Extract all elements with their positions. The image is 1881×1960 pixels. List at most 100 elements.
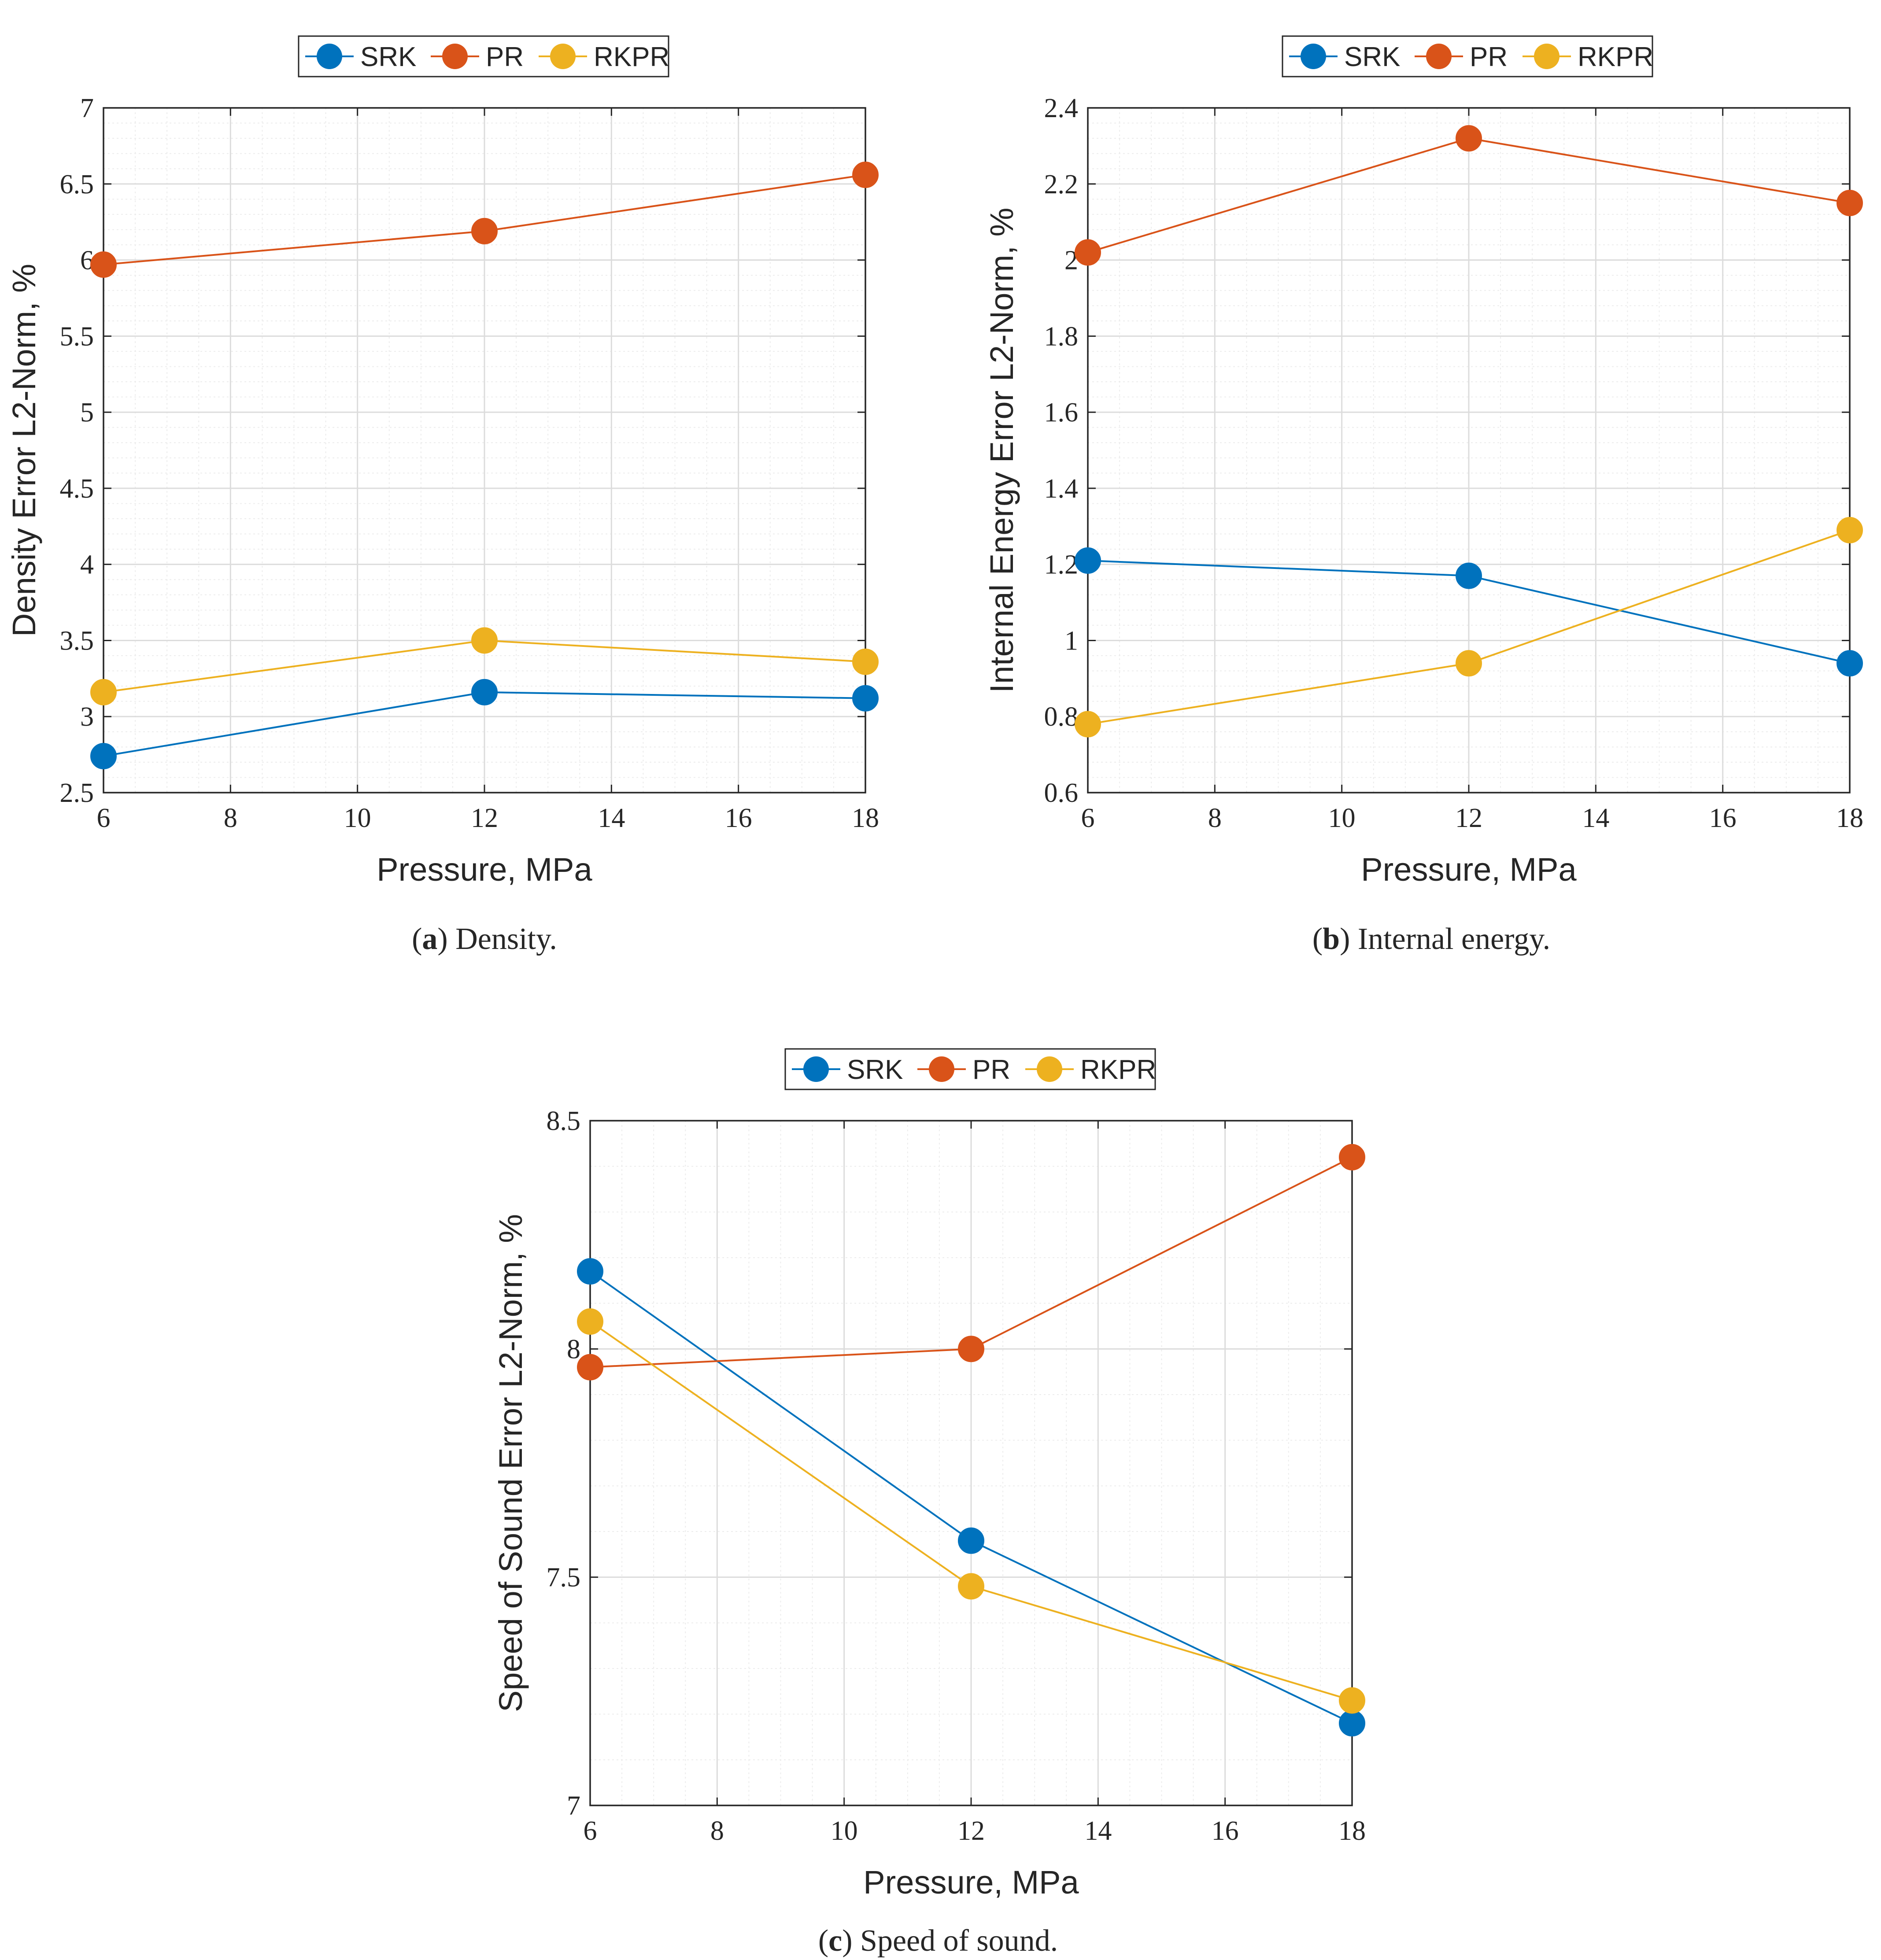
legend: SRK PR RKPR: [298, 35, 669, 78]
legend-swatch-marker: [1534, 44, 1559, 69]
data-point-srk: [471, 679, 498, 705]
y-tick-label: 5.5: [60, 321, 94, 351]
legend-swatch-marker: [803, 1056, 829, 1082]
legend-swatch-marker: [1301, 44, 1326, 69]
legend-label-srk: SRK: [360, 42, 416, 72]
data-point-rkpr: [471, 627, 498, 654]
y-tick-label: 7: [567, 1791, 580, 1821]
y-tick-label: 1.4: [1044, 474, 1079, 504]
y-tick-label: 2.2: [1044, 170, 1079, 199]
data-point-pr: [90, 251, 117, 278]
legend: SRK PR RKPR: [784, 1048, 1156, 1090]
y-tick-label: 7: [80, 93, 94, 123]
data-point-srk: [577, 1258, 603, 1285]
y-tick-label: 8.5: [547, 1106, 581, 1136]
ticks: [589, 1120, 1353, 1806]
y-axis-label: Internal Energy Error L2-Norm, %: [983, 207, 1020, 693]
caption-text: Density.: [448, 922, 557, 956]
legend-label-srk: SRK: [1344, 42, 1400, 72]
caption: (a) Density.: [412, 922, 557, 956]
x-tick-label: 16: [1212, 1816, 1239, 1846]
y-tick-label: 4: [80, 550, 94, 580]
data-point-pr: [1075, 239, 1101, 266]
legend-label-srk: SRK: [847, 1055, 903, 1085]
data-point-srk: [1837, 650, 1863, 677]
caption-letter: b: [1323, 922, 1340, 956]
caption-close-paren: ): [842, 1924, 852, 1958]
data-point-rkpr: [1837, 517, 1863, 543]
legend-swatch-marker: [442, 44, 468, 69]
x-tick-label: 18: [852, 803, 879, 833]
caption-open-paren: (: [1312, 922, 1323, 956]
x-tick-label: 8: [1208, 803, 1222, 833]
caption-letter: c: [828, 1924, 842, 1958]
caption: (c) Speed of sound.: [818, 1924, 1058, 1958]
caption-close-paren: ): [437, 922, 447, 956]
x-axis-label: Pressure, MPa: [1361, 851, 1577, 888]
data-point-pr: [852, 162, 879, 188]
legend-label-rkpr: RKPR: [594, 42, 669, 72]
legend-label-rkpr: RKPR: [1080, 1055, 1156, 1085]
data-point-pr: [958, 1336, 984, 1362]
data-point-srk: [1339, 1710, 1365, 1737]
legend-label-pr: PR: [1470, 42, 1508, 72]
x-axis-label: Pressure, MPa: [377, 851, 592, 888]
x-tick-label: 12: [471, 803, 498, 833]
legend-swatch-marker: [317, 44, 342, 69]
x-tick-label: 8: [710, 1816, 724, 1846]
y-tick-label: 0.6: [1044, 778, 1079, 808]
y-tick-label: 4.5: [60, 474, 94, 504]
caption-close-paren: ): [1340, 922, 1350, 956]
x-tick-label: 10: [344, 803, 371, 833]
legend-label-pr: PR: [486, 42, 524, 72]
data-point-srk: [1075, 547, 1101, 574]
x-tick-label: 16: [1709, 803, 1737, 833]
chart-panel-b: 6 8 10 12 14 16 180.60.811.21.41.61.822.22.4Pr…: [983, 35, 1863, 956]
x-tick-label: 6: [1081, 803, 1095, 833]
legend-label-pr: PR: [972, 1055, 1010, 1085]
x-tick-label: 14: [1582, 803, 1609, 833]
y-tick-label: 8: [567, 1334, 580, 1364]
x-tick-label: 12: [957, 1816, 985, 1846]
legend-swatch-marker: [929, 1056, 954, 1082]
caption-open-paren: (: [818, 1924, 828, 1958]
y-tick-label: 2.5: [60, 778, 94, 808]
data-point-rkpr: [1339, 1687, 1365, 1714]
y-tick-label: 1: [1064, 626, 1078, 656]
legend-label-rkpr: RKPR: [1578, 42, 1653, 72]
caption-letter: a: [422, 922, 437, 956]
x-tick-label: 14: [1084, 1816, 1112, 1846]
y-tick-label: 3: [80, 702, 94, 732]
legend-box: [1282, 35, 1653, 78]
data-point-rkpr: [577, 1308, 603, 1335]
x-tick-label: 18: [1836, 803, 1863, 833]
data-point-srk: [1456, 562, 1482, 589]
data-point-srk: [958, 1527, 984, 1554]
x-tick-label: 8: [224, 803, 237, 833]
caption: (b) Internal energy.: [1312, 922, 1550, 956]
x-tick-label: 10: [831, 1816, 858, 1846]
legend-swatch-marker: [550, 44, 576, 69]
data-point-pr: [577, 1354, 603, 1380]
caption-open-paren: (: [412, 922, 422, 956]
data-point-srk: [852, 685, 879, 712]
y-tick-label: 5: [80, 398, 94, 428]
y-tick-label: 7.5: [547, 1563, 581, 1593]
data-point-rkpr: [1075, 711, 1101, 738]
legend-box: [784, 1048, 1156, 1090]
data-point-rkpr: [1456, 650, 1482, 677]
y-tick-label: 2.4: [1044, 93, 1079, 123]
x-tick-label: 6: [97, 803, 111, 833]
y-tick-label: 6.5: [60, 170, 94, 199]
x-tick-label: 12: [1455, 803, 1482, 833]
data-point-rkpr: [90, 679, 117, 705]
y-tick-label: 1.6: [1044, 398, 1079, 428]
y-axis-label: Speed of Sound Error L2-Norm, %: [492, 1214, 529, 1712]
ticks: [103, 107, 866, 794]
chart-panel-c: 6 8 10 12 14 16 18 7 7.5 8 8.5 Pressure, MPa Speed o…: [492, 1048, 1366, 1958]
x-tick-label: 10: [1328, 803, 1356, 833]
y-tick-label: 1.8: [1044, 321, 1079, 351]
data-point-pr: [471, 218, 498, 244]
y-axis-label: Density Error L2-Norm, %: [6, 264, 42, 637]
